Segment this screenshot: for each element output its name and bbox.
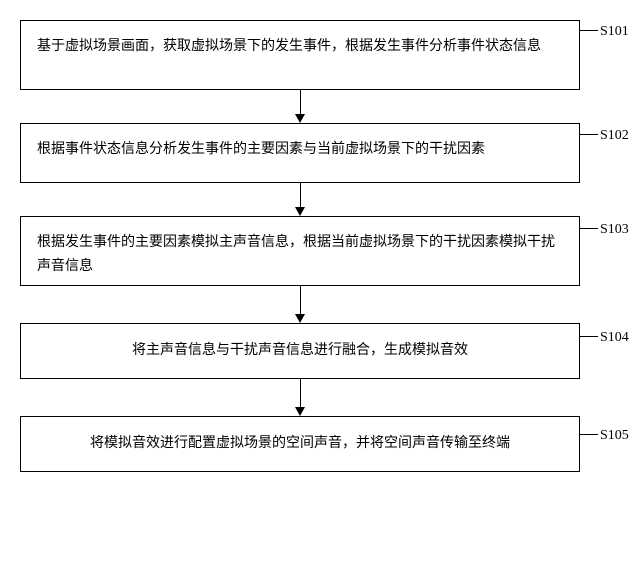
flow-connector xyxy=(20,286,580,323)
flow-connector xyxy=(20,90,580,123)
connector-line xyxy=(300,379,301,407)
flow-step-s101: 基于虚拟场景画面，获取虚拟场景下的发生事件，根据发生事件分析事件状态信息 xyxy=(20,20,580,90)
leader-line xyxy=(580,336,598,337)
flow-connector xyxy=(20,183,580,216)
leader-line xyxy=(580,30,598,31)
step-label-text: S103 xyxy=(600,222,629,237)
flow-step-text: 根据发生事件的主要因素模拟主声音信息，根据当前虚拟场景下的干扰因素模拟干扰声音信… xyxy=(37,235,555,274)
flow-step-s102: 根据事件状态信息分析发生事件的主要因素与当前虚拟场景下的干扰因素 xyxy=(20,123,580,183)
flow-step-text: 将主声音信息与干扰声音信息进行融合，生成模拟音效 xyxy=(132,339,468,363)
arrow-down-icon xyxy=(295,314,305,323)
step-label-s102: S102 xyxy=(600,128,629,144)
step-label-text: S105 xyxy=(600,428,629,443)
step-label-s104: S104 xyxy=(600,330,629,346)
flow-step-s104: 将主声音信息与干扰声音信息进行融合，生成模拟音效 xyxy=(20,323,580,379)
flow-step-text: 将模拟音效进行配置虚拟场景的空间声音，并将空间声音传输至终端 xyxy=(90,432,510,456)
connector-line xyxy=(300,183,301,207)
step-label-s105: S105 xyxy=(600,428,629,444)
flowchart-container: 基于虚拟场景画面，获取虚拟场景下的发生事件，根据发生事件分析事件状态信息 根据事… xyxy=(20,20,580,472)
flow-step-s105: 将模拟音效进行配置虚拟场景的空间声音，并将空间声音传输至终端 xyxy=(20,416,580,472)
flow-connector xyxy=(20,379,580,416)
step-label-text: S104 xyxy=(600,330,629,345)
arrow-down-icon xyxy=(295,407,305,416)
connector-line xyxy=(300,286,301,314)
leader-line xyxy=(580,434,598,435)
arrow-down-icon xyxy=(295,207,305,216)
flow-step-s103: 根据发生事件的主要因素模拟主声音信息，根据当前虚拟场景下的干扰因素模拟干扰声音信… xyxy=(20,216,580,286)
connector-line xyxy=(300,90,301,114)
arrow-down-icon xyxy=(295,114,305,123)
step-label-text: S101 xyxy=(600,24,629,39)
flow-step-text: 根据事件状态信息分析发生事件的主要因素与当前虚拟场景下的干扰因素 xyxy=(37,142,485,157)
leader-line xyxy=(580,228,598,229)
leader-line xyxy=(580,134,598,135)
step-label-text: S102 xyxy=(600,128,629,143)
step-label-s101: S101 xyxy=(600,24,629,40)
flow-step-text: 基于虚拟场景画面，获取虚拟场景下的发生事件，根据发生事件分析事件状态信息 xyxy=(37,39,541,54)
step-label-s103: S103 xyxy=(600,222,629,238)
